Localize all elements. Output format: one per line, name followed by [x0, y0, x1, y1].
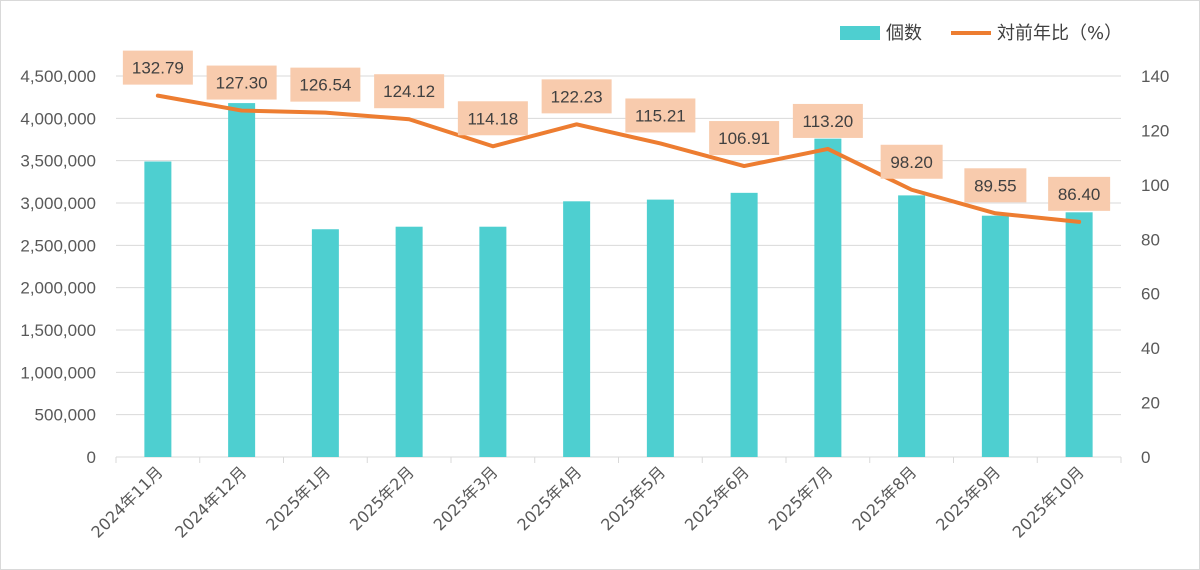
left-axis-tick-label: 3,500,000 [20, 152, 96, 171]
right-axis: 0 20 40 60 80 100 120 140 [1141, 67, 1169, 467]
bar [563, 201, 591, 457]
right-axis-tick-label: 80 [1141, 230, 1160, 249]
data-label-box [206, 65, 277, 100]
data-label: 106.91 [718, 129, 770, 148]
x-axis-tick-label: 2025年5月 [597, 462, 669, 534]
data-label: 89.55 [974, 176, 1017, 195]
left-axis-tick-label: 2,500,000 [20, 236, 96, 255]
left-axis-tick-label: 4,000,000 [20, 109, 96, 128]
bar [144, 161, 172, 457]
gridlines [116, 75, 1121, 458]
legend: 個数 対前年比（%） [840, 23, 1122, 44]
right-axis-tick-label: 20 [1141, 394, 1160, 413]
data-label-box [964, 168, 1027, 203]
x-axis-tick-label: 2025年9月 [932, 462, 1004, 534]
data-label: 86.40 [1058, 185, 1101, 204]
data-label-box [374, 74, 445, 109]
data-label: 113.20 [803, 112, 854, 131]
left-axis-tick-label: 0 [87, 448, 96, 467]
x-axis-tick-label: 2025年2月 [346, 462, 418, 534]
bar [730, 192, 758, 457]
data-label: 127.30 [216, 74, 268, 93]
legend-line-label: 対前年比（%） [997, 23, 1122, 44]
left-axis-tick-label: 1,500,000 [20, 321, 96, 340]
bar [981, 215, 1009, 457]
data-label-box [1048, 176, 1111, 211]
right-axis-tick-label: 140 [1141, 67, 1169, 86]
data-label-box [709, 121, 780, 156]
data-label-box [457, 101, 528, 136]
data-label: 114.18 [468, 109, 519, 128]
bar [898, 195, 926, 457]
right-axis-tick-label: 60 [1141, 285, 1160, 304]
x-axis-tick-label: 2024年11月 [87, 462, 166, 541]
data-label: 122.23 [551, 87, 603, 106]
data-label: 115.21 [635, 106, 686, 125]
x-axis-tick-label: 2025年8月 [848, 462, 920, 534]
data-label-box [625, 98, 696, 133]
right-axis-tick-label: 40 [1141, 339, 1160, 358]
data-label: 98.20 [890, 153, 933, 172]
bar [395, 226, 423, 457]
data-labels: 132.79 127.30 126.54 124.12 114.18 122.23 115.… [122, 50, 1111, 211]
x-axis-tick-label: 2025年1月 [262, 462, 334, 534]
right-axis-tick-label: 100 [1141, 176, 1169, 195]
x-axis: 2024年11月 2024年12月 2025年1月 2025年2月 2025年3月 202… [87, 457, 1122, 542]
legend-bar-swatch [840, 26, 880, 40]
right-axis-tick-label: 120 [1141, 121, 1169, 140]
x-axis-tick-label: 2025年3月 [430, 462, 502, 534]
x-axis-tick-label: 2025年4月 [513, 462, 585, 534]
legend-bar-label: 個数 [886, 23, 922, 44]
bar-series [144, 103, 1093, 458]
data-label-box [541, 79, 612, 114]
bar [479, 226, 507, 457]
right-axis-tick-label: 0 [1141, 448, 1150, 467]
x-axis-tick-label: 2025年10月 [1009, 462, 1088, 541]
bar [646, 199, 674, 457]
data-label-box [792, 103, 863, 138]
bar [311, 229, 339, 457]
data-label-box [880, 144, 943, 179]
left-axis-tick-label: 3,000,000 [20, 194, 96, 213]
line-series [155, 93, 1082, 224]
left-axis-tick-label: 4,500,000 [20, 67, 96, 86]
x-axis-tick-label: 2025年6月 [681, 462, 753, 534]
line-path [155, 93, 1082, 224]
data-label: 132.79 [132, 59, 184, 78]
left-axis-tick-label: 500,000 [35, 406, 96, 425]
bar [814, 138, 842, 458]
data-label: 124.12 [383, 82, 435, 101]
bar [228, 103, 256, 458]
x-axis-tick-label: 2025年7月 [765, 462, 837, 534]
bar [1065, 212, 1093, 457]
left-axis-tick-label: 2,000,000 [20, 279, 96, 298]
data-label: 126.54 [299, 76, 351, 95]
left-axis: 0 500,000 1,000,000 1,500,000 2,000,000 2,500… [20, 67, 96, 467]
data-label-box [122, 50, 193, 85]
left-axis-tick-label: 1,000,000 [20, 363, 96, 382]
data-label-box [290, 67, 361, 102]
x-axis-tick-label: 2024年12月 [171, 462, 250, 541]
